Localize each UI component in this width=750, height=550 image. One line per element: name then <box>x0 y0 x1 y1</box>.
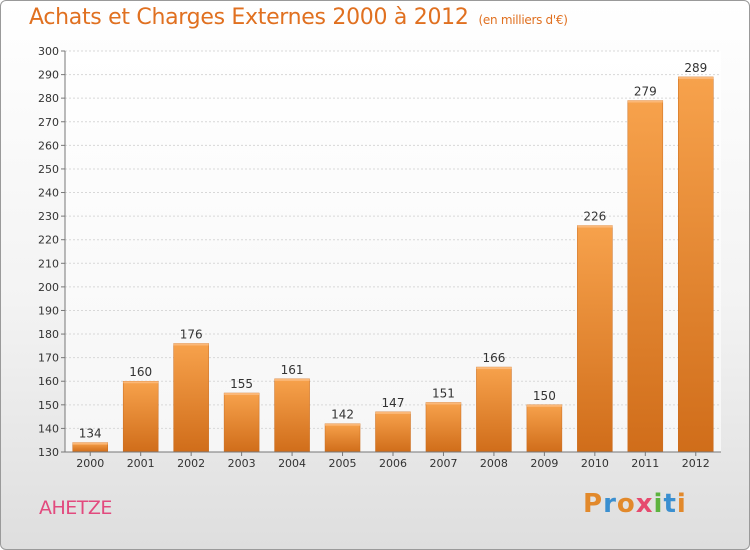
x-tick-label: 2000 <box>76 457 104 470</box>
grid-layer <box>65 50 721 453</box>
logo-letter: o <box>616 489 636 519</box>
bar-highlight <box>425 402 461 405</box>
y-tick-label: 150 <box>38 399 59 412</box>
y-tick-label: 130 <box>38 446 59 459</box>
bar-highlight <box>173 343 209 346</box>
x-tick-label: 2010 <box>581 457 609 470</box>
commune-name: AHETZE <box>39 497 112 519</box>
y-tick-label: 230 <box>38 210 59 223</box>
x-tick-label: 2006 <box>379 457 407 470</box>
logo-letter: t <box>663 489 677 519</box>
bar <box>274 378 310 453</box>
x-tick-label: 2009 <box>530 457 558 470</box>
bar-highlight <box>72 442 108 445</box>
axis-layer: 130 140 150 160 170 180 190 200 210 220 230 240 250 2… <box>38 45 721 470</box>
y-tick-label: 200 <box>38 281 59 294</box>
y-tick-label: 260 <box>38 139 59 152</box>
data-label: 279 <box>634 85 657 99</box>
bar <box>627 100 664 453</box>
x-tick-label: 2002 <box>177 457 205 470</box>
bar <box>526 404 563 453</box>
bar-highlight <box>123 381 159 384</box>
x-tick-label: 2007 <box>429 457 457 470</box>
data-label: 155 <box>230 377 253 391</box>
logo-letter: P <box>583 489 604 519</box>
bar-highlight <box>224 393 260 396</box>
bar <box>173 343 209 453</box>
bar-highlight <box>526 404 562 407</box>
bar-layer <box>72 76 714 453</box>
proxiti-logo: Proxiti <box>583 489 687 519</box>
data-label: 151 <box>432 386 455 400</box>
y-tick-label: 140 <box>38 422 59 435</box>
data-label: 160 <box>129 365 152 379</box>
bar-highlight <box>627 100 663 103</box>
chart-unit: (en milliers d'€) <box>478 13 568 27</box>
bar-highlight <box>678 76 714 79</box>
x-tick-label: 2004 <box>278 457 306 470</box>
x-tick-label: 2001 <box>127 457 155 470</box>
chart-title-text: Achats et Charges Externes 2000 à 2012 <box>29 5 469 30</box>
bar-highlight <box>325 423 361 426</box>
logo-letter: x <box>635 489 654 519</box>
y-tick-label: 210 <box>38 257 59 270</box>
data-label: 226 <box>583 210 606 224</box>
bar <box>577 225 613 453</box>
y-tick-label: 300 <box>38 45 59 58</box>
data-label: 142 <box>331 408 354 422</box>
y-tick-label: 270 <box>38 116 59 129</box>
data-label: 289 <box>684 61 707 75</box>
logo-letter: i <box>653 489 664 519</box>
bar <box>678 76 714 453</box>
bar <box>425 402 462 453</box>
y-tick-label: 220 <box>38 234 59 247</box>
y-tick-label: 290 <box>38 69 59 82</box>
bar-highlight <box>375 411 411 414</box>
y-tick-label: 190 <box>38 304 59 317</box>
label-layer: 134 160 176 155 161 142 147 151 166 150 226 279 289 <box>79 61 707 441</box>
plot-area <box>65 51 721 452</box>
chart-title: Achats et Charges Externes 2000 à 2012 (e… <box>29 5 568 30</box>
y-tick-label: 170 <box>38 352 59 365</box>
bar <box>324 423 361 453</box>
y-tick-label: 180 <box>38 328 59 341</box>
y-tick-label: 160 <box>38 375 59 388</box>
y-tick-label: 240 <box>38 187 59 200</box>
y-tick-label: 250 <box>38 163 59 176</box>
bar <box>476 366 512 453</box>
data-label: 150 <box>533 389 556 403</box>
bar <box>375 411 411 453</box>
data-label: 161 <box>281 363 304 377</box>
logo-letter: r <box>603 489 617 519</box>
logo-letter: i <box>676 489 687 519</box>
data-label: 134 <box>79 427 102 441</box>
bar-highlight <box>274 378 310 381</box>
x-tick-label: 2011 <box>631 457 659 470</box>
y-tick-label: 280 <box>38 92 59 105</box>
bar-highlight <box>476 367 512 370</box>
data-label: 176 <box>180 327 203 341</box>
bar <box>223 392 260 453</box>
bar <box>122 380 159 453</box>
x-tick-label: 2008 <box>480 457 508 470</box>
bar-highlight <box>577 225 613 228</box>
x-tick-label: 2005 <box>329 457 357 470</box>
x-tick-label: 2003 <box>228 457 256 470</box>
data-label: 147 <box>382 396 405 410</box>
data-label: 166 <box>482 351 505 365</box>
x-tick-label: 2012 <box>682 457 710 470</box>
